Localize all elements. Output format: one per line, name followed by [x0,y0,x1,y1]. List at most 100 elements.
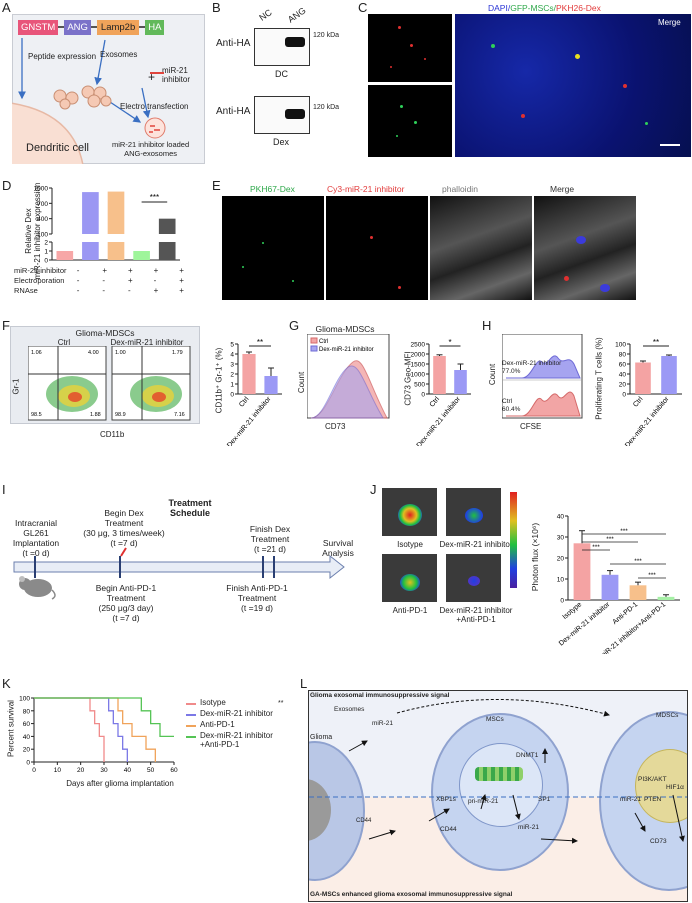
f-ylabel: Gr-1 [11,378,21,395]
quad-label: 1.88 [90,412,101,418]
bar [82,192,99,234]
l-cd73: CD73 [650,838,667,845]
d-row-label-2: RNAse [14,286,38,295]
y-tick-label: 1000 [34,186,49,193]
h-histogram [502,334,583,419]
panel-b: B NC ANG Anti-HA 120 kDa DC Anti-HA 120 … [210,0,360,170]
quad-label: 1.00 [115,350,126,356]
panel-i: I Treatment Schedule Intracranial GL261 … [0,482,370,602]
quad-label: 7.16 [174,412,185,418]
bar [158,218,176,234]
phalloidin-label: phalloidin [442,184,478,194]
panel-label: L [300,676,308,691]
y-tick-label: 2 [230,372,234,379]
dex-label: Dex [273,137,290,147]
dex-band [285,109,305,119]
cy3-image [326,196,428,300]
legend-label: Isotype [200,698,226,707]
construct: GNSTM ANG Lamp2b HA [18,18,165,36]
y-tick-label: 3 [230,362,234,369]
k-xlabel: Days after glioma implantation [66,779,174,788]
flow-density-peak [68,392,82,402]
panel-a: A GNSTM ANG Lamp2b HA Peptide expression… [0,0,210,170]
panel-label: A [2,0,11,15]
panel-d: D Relative Dex miR-21 inhibitor expressi… [0,178,210,308]
j-group-3: Dex-miR-21 inhibitor +Anti-PD-1 [439,606,513,624]
l-mdscs: MDSCs [656,712,679,719]
l-bottom-signal: GA-MSCs enhanced glioma exosomal immunos… [310,891,513,898]
h-ctrl-value: 60.4% [502,406,521,413]
gfp-label: GFP-MSCs/ [510,3,557,13]
d-sign: - [76,266,80,275]
y-tick-label: 2000 [411,352,426,359]
x-tick-label: Anti-PD-1 [612,601,640,626]
l-pten: PTEN [644,796,662,803]
dc-band [285,37,305,47]
y-tick-label: 60 [23,721,31,728]
bar [573,543,591,600]
d-sign: + [128,276,133,285]
panel-a-arrows [18,38,151,123]
bar [242,354,256,394]
sig-label: * [448,338,451,347]
sig-label: *** [648,572,656,579]
y-tick-label: 2500 [411,342,426,349]
x-tick-label: Ctrl [238,395,251,408]
panel-j: J Isotype Dex-miR-21 inhibitor Anti-PD-1… [370,482,692,657]
d-row-label-0: miR-21 inhibitor [14,266,67,275]
panel-label: B [212,0,221,15]
i-title: Treatment Schedule [168,498,212,518]
panel-label: K [2,676,11,691]
y-tick-label: 0 [26,760,30,767]
legend-label: Dex-miR-21 inhibitor +Anti-PD-1 [200,731,273,749]
pkh-label: PKH26-Dex [556,3,601,13]
legend-swatch [186,736,196,738]
i-survival: Survival Analysis [322,538,354,558]
j-group-2: Anti-PD-1 [392,606,428,615]
x-tick-label: 60 [170,767,178,774]
loaded-exosome-icon [144,117,166,139]
x-tick-label: Isotype [561,601,583,621]
x-tick-label: 50 [147,767,155,774]
merge-label: Merge [658,18,681,27]
panel-k: K Percent survival Days after glioma imp… [0,676,300,791]
ang-label: ANG [285,5,308,25]
pkh67-label: PKH67-Dex [250,184,295,194]
x-tick-label: 30 [100,767,108,774]
merge-image [455,14,691,157]
l-sp1: SP1 [538,796,551,803]
panel-e: E PKH67-Dex Cy3-miR-21 inhibitor phalloi… [212,178,692,303]
e-merge-image [534,196,636,300]
nc-label: NC [257,7,274,23]
y-tick-label: 20 [23,747,31,754]
gfp-image [368,85,452,157]
l-exosomes: Exosomes [334,706,365,713]
l-mir21: miR-21 [372,720,393,727]
panel-label: F [2,318,10,333]
y-tick-label: 0 [421,392,425,399]
l-pri: pri-miR-21 [468,798,499,805]
legend-label: Dex-miR-21 inhibitor [200,709,273,718]
panel-c-legend: DAPI/GFP-MSCs/PKH26-Dex [488,3,601,13]
survival-line [34,697,156,762]
legend-item: Dex-miR-21 inhibitor [186,709,296,718]
f-xlabel: CD11b [100,430,125,439]
sig-label: *** [606,536,614,543]
d-sign: - [153,276,157,285]
l-pathway-arrows [309,698,687,844]
bar-lower [82,242,99,260]
l-dna-helix [475,767,523,781]
d-sign: + [128,266,133,275]
y-tick-label: 1500 [411,362,426,369]
d-sign: + [102,266,108,275]
cell-exosome-icon [53,89,79,110]
quad-label: 1.06 [31,350,42,356]
panel-label: E [212,178,221,193]
l-xbp1s: XBP1s [436,796,456,803]
l-glioma-nucleus [309,779,331,841]
h-dex-label: Dex-miR-21 inhibitor [502,360,562,367]
l-pi3k: PI3K/AKT [638,776,667,783]
bar [629,585,647,600]
panel-label: I [2,482,6,497]
legend-swatch [186,725,196,727]
